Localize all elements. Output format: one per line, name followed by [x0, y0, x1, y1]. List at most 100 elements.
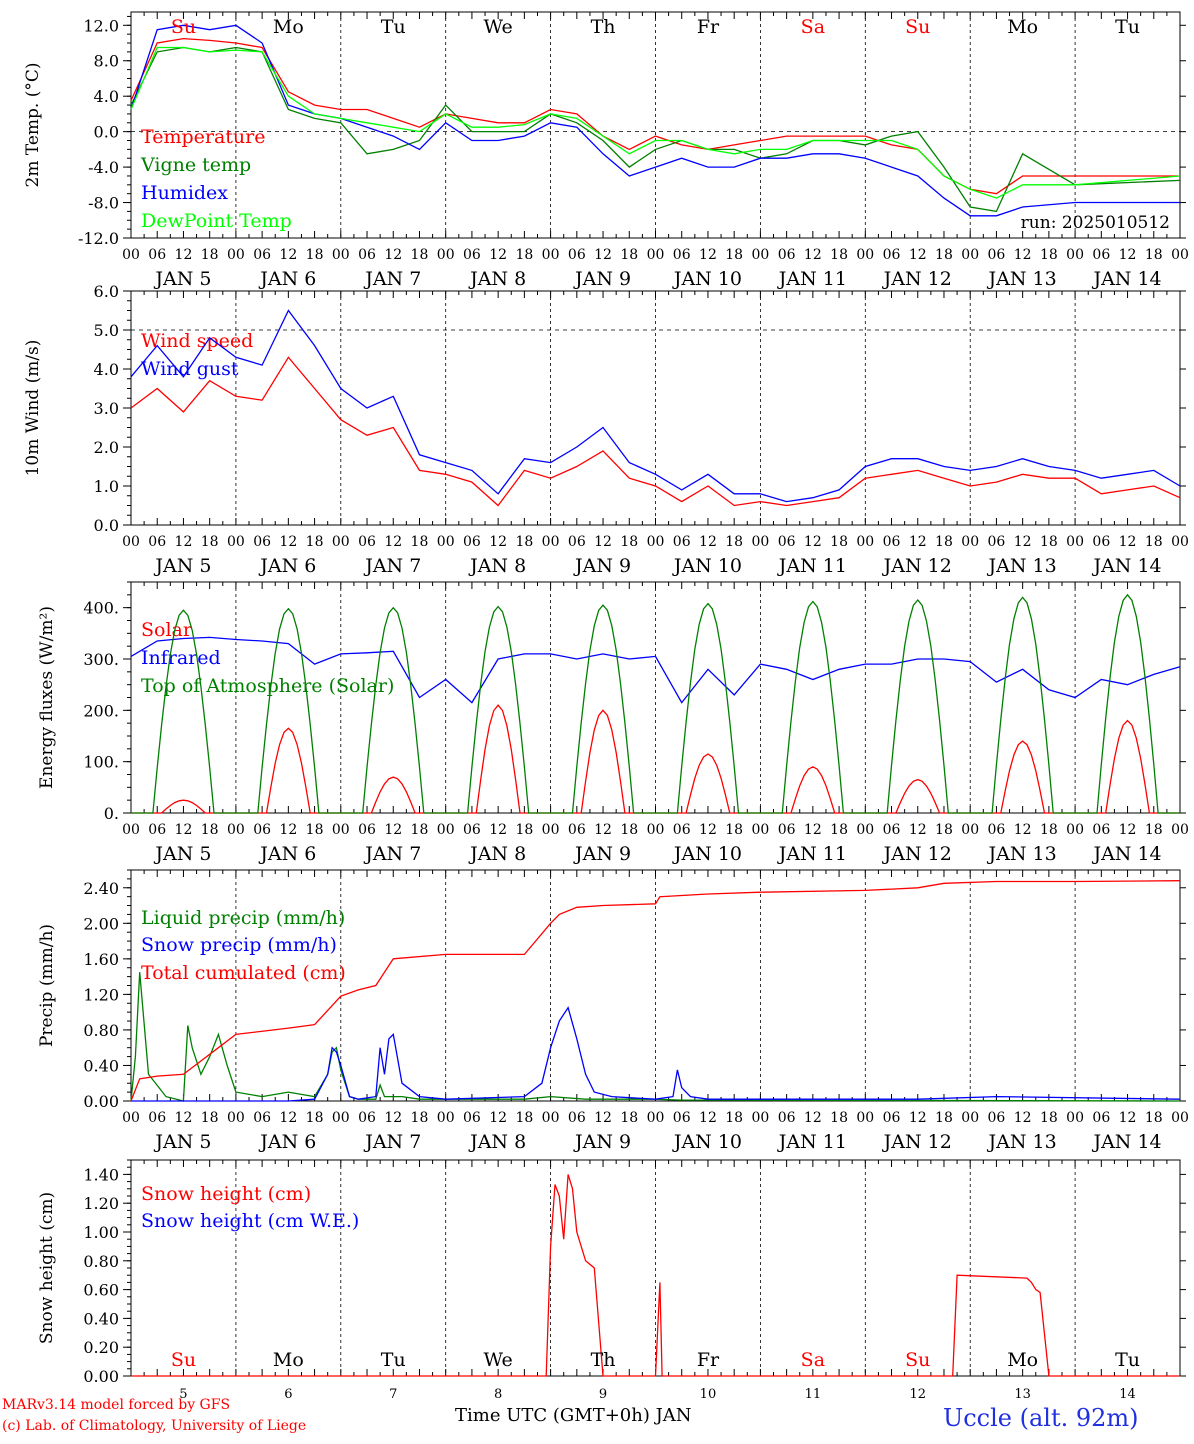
hour-tick-label: 06	[463, 247, 481, 263]
hour-tick-label: 00	[332, 1110, 350, 1126]
hour-tick-label: 00	[227, 534, 245, 550]
hour-tick-label: 18	[830, 534, 848, 550]
y-axis-label: Snow height (cm)	[37, 1192, 57, 1344]
hour-tick-label: 18	[935, 1110, 953, 1126]
panel-2: 6.0 5.0 4.0 3.0 2.0 1.0 0.0 10m Wind (m/s) Wind …	[23, 282, 1189, 577]
hour-tick-label: 06	[148, 822, 166, 838]
hour-tick-label: 00	[751, 822, 769, 838]
day-name: Mo	[1007, 16, 1038, 38]
y-tick-label: 6.0	[94, 282, 119, 301]
y-tick-label: -12.0	[78, 229, 119, 248]
hour-tick-label: 18	[515, 1110, 533, 1126]
hour-tick-label: 00	[122, 534, 140, 550]
hour-tick-label: 12	[1014, 822, 1032, 838]
date-label: JAN 12	[882, 843, 952, 865]
y-tick-label: 0.0	[94, 123, 119, 142]
hour-tick-label: 00	[227, 822, 245, 838]
hour-tick-label: 12	[699, 1110, 717, 1126]
y-tick-label: 0.00	[83, 1092, 119, 1111]
hour-tick-label: 12	[175, 1110, 193, 1126]
y-tick-label: 100.	[83, 753, 119, 772]
day-number: 7	[389, 1387, 397, 1402]
date-label: JAN 7	[363, 555, 421, 577]
hour-tick-label: 06	[463, 1110, 481, 1126]
date-label: JAN 7	[363, 1131, 421, 1153]
hour-tick-label: 06	[568, 534, 586, 550]
date-label: JAN 5	[153, 1131, 211, 1153]
hour-tick-label: 18	[830, 822, 848, 838]
day-name: We	[484, 16, 513, 38]
hour-tick-label: 12	[909, 247, 927, 263]
date-label: JAN 9	[573, 843, 631, 865]
hour-tick-label: 00	[332, 822, 350, 838]
hour-tick-label: 06	[778, 822, 796, 838]
day-name: Mo	[273, 1349, 304, 1371]
hour-tick-label: 06	[463, 534, 481, 550]
hour-tick-label: 06	[1092, 1110, 1110, 1126]
hour-tick-label: 18	[1145, 822, 1163, 838]
hour-tick-label: 12	[384, 1110, 402, 1126]
hour-tick-label: 12	[175, 247, 193, 263]
hour-tick-label: 06	[883, 822, 901, 838]
day-name: We	[484, 1349, 513, 1371]
y-tick-label: 4.0	[94, 360, 119, 379]
series-line-2	[130, 309, 1181, 503]
y-tick-label: 200.	[83, 701, 119, 720]
hour-tick-label: 12	[804, 534, 822, 550]
legend-entry: Infrared	[141, 647, 221, 669]
legend-entry: Vigne temp	[140, 154, 251, 176]
y-axis-label: 10m Wind (m/s)	[23, 340, 43, 477]
day-number: 9	[599, 1387, 607, 1402]
hour-tick-label: 00	[227, 247, 245, 263]
date-label: JAN 7	[363, 268, 421, 290]
hour-tick-label: 12	[594, 822, 612, 838]
hour-tick-label: 00	[751, 247, 769, 263]
y-axis-label: Precip (mm/h)	[37, 924, 57, 1047]
hour-tick-label: 12	[175, 822, 193, 838]
day-number: 5	[179, 1387, 187, 1402]
hour-tick-label: 12	[489, 822, 507, 838]
hour-tick-label: 00	[122, 822, 140, 838]
x-axis-label: Time UTC (GMT+0h) JAN	[455, 1405, 692, 1426]
hour-tick-label: 12	[1119, 1110, 1137, 1126]
hour-tick-label: 18	[306, 822, 324, 838]
hour-tick-label: 12	[175, 534, 193, 550]
hour-tick-label: 18	[935, 247, 953, 263]
hour-tick-label: 06	[778, 247, 796, 263]
series-line-2	[130, 46, 1181, 213]
hour-tick-label: 18	[1145, 1110, 1163, 1126]
hour-tick-label: 12	[909, 822, 927, 838]
date-label: JAN 11	[777, 1131, 847, 1153]
hour-tick-label: 00	[1171, 1110, 1189, 1126]
date-label: JAN 14	[1091, 555, 1161, 577]
hour-tick-label: 18	[411, 1110, 429, 1126]
hour-tick-label: 06	[778, 1110, 796, 1126]
date-label: JAN 6	[258, 843, 316, 865]
series-line-1	[130, 356, 1181, 507]
hour-tick-label: 00	[122, 247, 140, 263]
hour-tick-label: 18	[620, 247, 638, 263]
hour-tick-label: 12	[909, 534, 927, 550]
hour-tick-label: 06	[988, 1110, 1006, 1126]
hour-tick-label: 00	[227, 1110, 245, 1126]
hour-tick-label: 06	[253, 247, 271, 263]
hour-tick-label: 00	[647, 534, 665, 550]
y-tick-label: 2.00	[83, 914, 119, 933]
series-line-3	[131, 593, 1180, 814]
series-line-3	[130, 24, 1180, 217]
hour-tick-label: 06	[673, 534, 691, 550]
day-name: Su	[171, 16, 196, 38]
hour-tick-label: 06	[778, 534, 796, 550]
hour-tick-label: 18	[515, 534, 533, 550]
y-tick-label: 2.0	[94, 438, 119, 457]
run-annotation: run: 2025010512	[1021, 213, 1170, 233]
hour-tick-label: 00	[961, 822, 979, 838]
y-tick-label: 4.0	[94, 87, 119, 106]
date-label: JAN 8	[468, 843, 526, 865]
y-tick-label: 1.20	[83, 1194, 119, 1213]
hour-tick-label: 00	[437, 1110, 455, 1126]
hour-tick-label: 00	[961, 534, 979, 550]
hour-tick-label: 12	[909, 1110, 927, 1126]
hour-tick-label: 18	[201, 534, 219, 550]
hour-tick-label: 06	[673, 1110, 691, 1126]
